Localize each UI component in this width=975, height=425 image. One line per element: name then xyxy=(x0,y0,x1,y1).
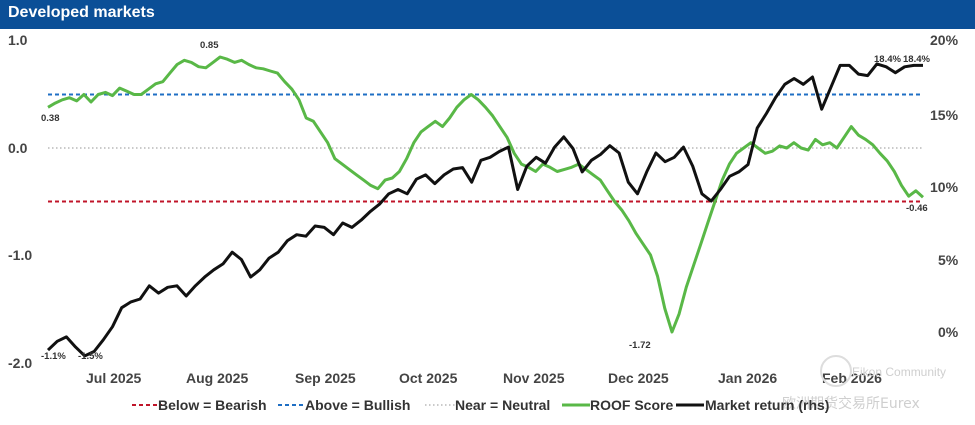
y-left-tick-neg1: -1.0 xyxy=(8,247,32,263)
x-tick-jul-2025: Jul 2025 xyxy=(86,370,141,386)
legend: Below = Bearish Above = Bullish Near = N… xyxy=(132,397,829,413)
roof-label-end: -0.46 xyxy=(906,203,928,214)
watermark-logo-icon xyxy=(820,355,852,387)
x-tick-dec-2025: Dec 2025 xyxy=(608,370,669,386)
legend-label-market: Market return (rhs) xyxy=(705,397,829,413)
x-tick-oct-2025: Oct 2025 xyxy=(399,370,458,386)
x-tick-nov-2025: Nov 2025 xyxy=(503,370,565,386)
x-tick-aug-2025: Aug 2025 xyxy=(186,370,248,386)
legend-label-bearish: Below = Bearish xyxy=(158,397,267,413)
y-right-tick-10: 10% xyxy=(930,179,959,195)
x-tick-feb-2026: Feb 2026 xyxy=(822,370,882,386)
watermark-line2: 欧洲期货交易所Eurex xyxy=(782,395,920,412)
market-label-end-b: 18.4% xyxy=(903,54,930,65)
watermark: Eikon Community 欧洲期货交易所Eurex xyxy=(782,355,946,412)
y-right-tick-5: 5% xyxy=(938,252,959,268)
y-right-tick-20: 20% xyxy=(930,32,959,48)
y-right-tick-15: 15% xyxy=(930,107,959,123)
legend-label-neutral: Near = Neutral xyxy=(455,397,550,413)
y-left-tick-neg2: -2.0 xyxy=(8,355,32,371)
y-left-tick-0: 0.0 xyxy=(8,140,28,156)
series-line-roof-score xyxy=(47,55,924,334)
watermark-line1: Eikon Community xyxy=(852,365,946,379)
market-label-end-a: 18.4% xyxy=(874,54,901,65)
market-label-start: -1.1% xyxy=(41,351,66,362)
x-tick-jan-2026: Jan 2026 xyxy=(718,370,777,386)
x-tick-sep-2025: Sep 2025 xyxy=(295,370,356,386)
chart-title: Developed markets xyxy=(8,4,155,21)
roof-label-peak: 0.85 xyxy=(200,40,219,51)
roof-label-trough: -1.72 xyxy=(629,340,651,351)
legend-label-roof: ROOF Score xyxy=(590,397,673,413)
y-left-tick-1: 1.0 xyxy=(8,32,28,48)
chart-title-bar: Developed markets xyxy=(0,0,975,29)
series-line-market-return xyxy=(46,62,923,358)
market-label-low: -1.5% xyxy=(78,351,103,362)
roof-label-start: 0.38 xyxy=(41,113,60,124)
y-right-tick-0: 0% xyxy=(938,324,959,340)
legend-label-bullish: Above = Bullish xyxy=(305,397,410,413)
